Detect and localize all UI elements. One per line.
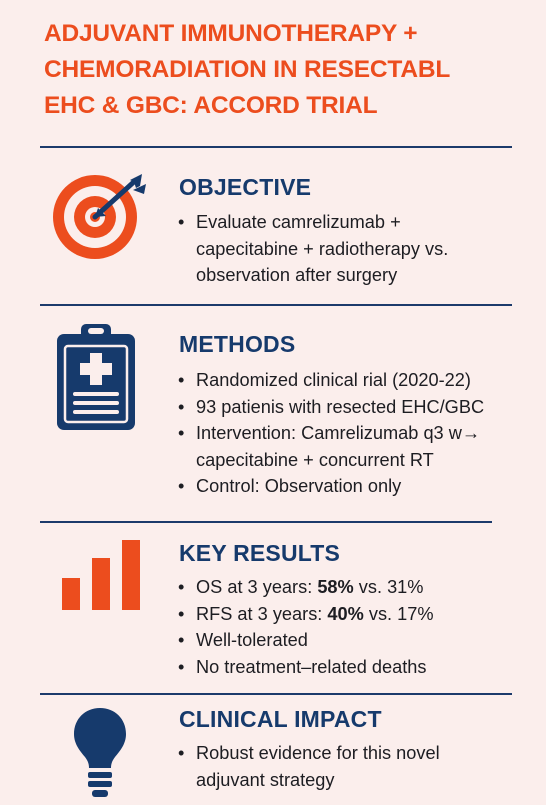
divider-methods bbox=[40, 521, 492, 523]
impact-list: Robust evidence for this novel adjuvant … bbox=[178, 740, 440, 793]
divider-objective bbox=[40, 304, 512, 306]
objective-heading: OBJECTIVE bbox=[179, 174, 312, 200]
list-item: Evaluate camrelizumab + capecitabine + r… bbox=[178, 209, 448, 289]
title-line-2: CHEMORADIATION IN RESECTABL bbox=[44, 56, 451, 83]
divider-results bbox=[40, 693, 512, 695]
bar-chart-icon bbox=[58, 538, 144, 612]
impact-heading: CLINICAL IMPACT bbox=[179, 706, 382, 732]
methods-list: Randomized clinical rial (2020-22) 93 pa… bbox=[178, 367, 484, 500]
bar-chart-icon-bar-2 bbox=[92, 558, 110, 610]
list-item: 93 patienis with resected EHC/GBC bbox=[178, 394, 484, 421]
rfs-value: 40% bbox=[327, 603, 364, 624]
clipboard-medical-icon bbox=[55, 322, 137, 432]
title-line-3: EHC & GBC: ACCORD TRIAL bbox=[44, 92, 378, 119]
results-list: OS at 3 years: 58% vs. 31% RFS at 3 year… bbox=[178, 574, 434, 680]
list-item: OS at 3 years: 58% vs. 31% bbox=[178, 574, 434, 601]
list-item: Randomized clinical rial (2020-22) bbox=[178, 367, 484, 394]
divider-top bbox=[40, 146, 512, 148]
results-heading: KEY RESULTS bbox=[179, 540, 341, 566]
list-item: No treatment–related deaths bbox=[178, 654, 434, 681]
lightbulb-icon bbox=[71, 706, 129, 800]
list-item: Robust evidence for this novel adjuvant … bbox=[178, 740, 440, 793]
os-value: 58% bbox=[317, 577, 354, 597]
methods-heading: METHODS bbox=[179, 331, 296, 357]
objective-list: Evaluate camrelizumab + capecitabine + r… bbox=[178, 209, 448, 289]
list-item: Control: Observation only bbox=[178, 473, 484, 500]
list-item: Intervention: Camrelizumab q3 w→ capecit… bbox=[178, 420, 484, 473]
list-item: Well-tolerated bbox=[178, 627, 434, 654]
bar-chart-icon-bar-1 bbox=[62, 578, 80, 610]
title-line-1: ADJUVANT IMMUNOTHERAPY + bbox=[44, 20, 418, 47]
target-icon bbox=[50, 172, 150, 262]
page-title: ADJUVANT IMMUNOTHERAPY + CHEMORADIATION … bbox=[44, 16, 524, 124]
list-item: RFS at 3 years: 40% vs. 17% bbox=[178, 601, 434, 628]
bar-chart-icon-bar-3 bbox=[122, 540, 140, 610]
